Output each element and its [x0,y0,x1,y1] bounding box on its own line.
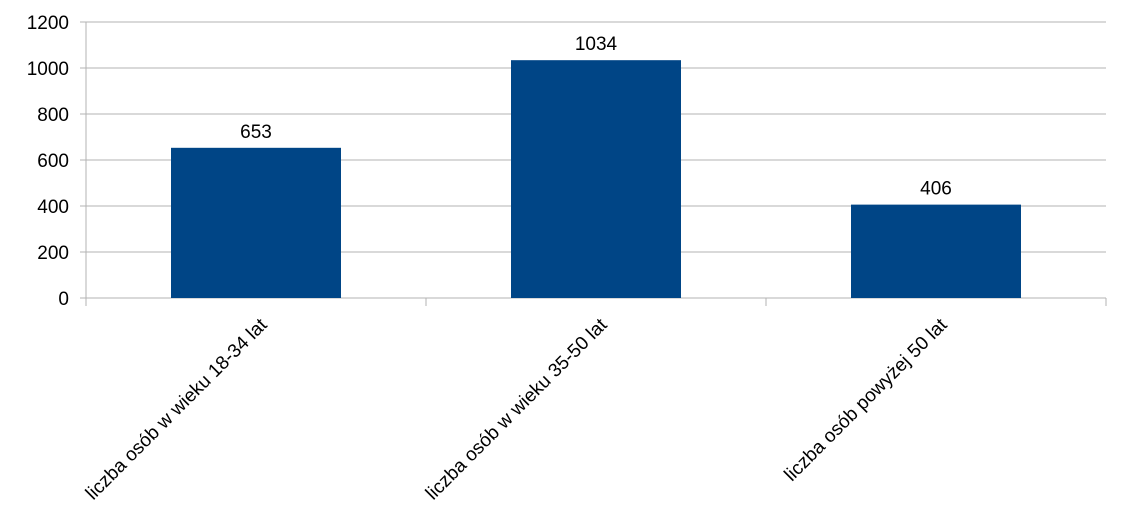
y-tick-label: 1000 [27,59,69,80]
y-tick-label: 0 [58,289,69,310]
bar [511,60,681,299]
y-axis-tick-labels: 0 200 400 600 800 1000 1200 [27,13,69,310]
data-label: 653 [240,122,272,143]
bars [171,60,1021,299]
category-label: liczba osób w wieku 35-50 lat [422,314,612,504]
y-tick-label: 200 [37,243,69,264]
x-axis-category-labels: liczba osób w wieku 18-34 lat liczba osób… [82,314,952,504]
y-tick-label: 1200 [27,13,69,34]
bar [171,147,341,298]
y-tick-label: 800 [37,105,69,126]
y-tick-label: 400 [37,197,69,218]
bar [851,204,1021,298]
y-tick-label: 600 [37,151,69,172]
category-label: liczba osób w wieku 18-34 lat [82,314,272,504]
data-label: 1034 [575,34,618,55]
data-label: 406 [920,179,952,200]
category-label: liczba osób powyżej 50 lat [781,314,952,485]
data-labels: 653 1034 406 [240,34,952,199]
